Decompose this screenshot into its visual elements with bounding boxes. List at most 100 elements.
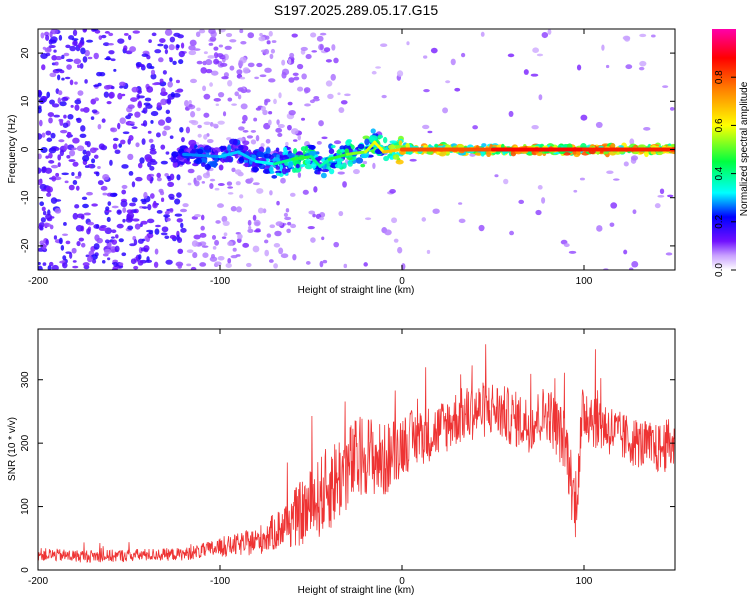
- heatmap-cell: [209, 36, 217, 42]
- heatmap-cell: [61, 54, 65, 60]
- spectrogram-ytick-label: -10: [20, 190, 31, 205]
- heatmap-cell: [297, 63, 304, 70]
- heatmap-cell: [65, 240, 71, 245]
- heatmap-cell: [252, 214, 257, 221]
- heatmap-cell: [131, 126, 138, 130]
- heatmap-cell: [48, 117, 53, 124]
- heatmap-cell: [91, 259, 97, 264]
- heatmap-cell: [176, 192, 182, 198]
- heatmap-cell: [160, 160, 168, 165]
- heatmap-cell: [241, 121, 246, 124]
- heatmap-cell: [157, 43, 164, 47]
- heatmap-cell: [319, 44, 324, 51]
- heatmap-cell: [637, 144, 646, 149]
- heatmap-cell: [150, 143, 155, 150]
- heatmap-cell: [211, 123, 219, 127]
- heatmap-cell: [204, 149, 212, 153]
- heatmap-cell: [209, 178, 216, 182]
- heatmap-cell: [363, 262, 368, 267]
- heatmap-cell: [47, 265, 52, 270]
- heatmap-cell: [75, 225, 84, 232]
- heatmap-cell: [57, 74, 61, 81]
- heatmap-cell: [42, 210, 47, 216]
- heatmap-cell: [198, 29, 206, 34]
- heatmap-cell: [137, 101, 143, 109]
- heatmap-cell: [266, 233, 272, 238]
- heatmap-cell: [255, 107, 262, 111]
- heatmap-cell: [60, 244, 65, 251]
- ridge-line: [182, 140, 675, 168]
- heatmap-cell: [44, 47, 52, 53]
- heatmap-cell: [334, 163, 343, 169]
- heatmap-cell: [213, 52, 219, 59]
- heatmap-cell: [71, 172, 75, 177]
- heatmap-cell: [194, 214, 201, 218]
- heatmap-cell: [86, 39, 94, 43]
- heatmap-cell: [79, 63, 84, 69]
- heatmap-cell: [39, 201, 45, 207]
- heatmap-cell: [206, 170, 210, 176]
- heatmap-cell: [121, 252, 127, 257]
- heatmap-cell: [100, 225, 107, 229]
- heatmap-cell: [162, 91, 168, 96]
- heatmap-cell: [177, 248, 184, 254]
- heatmap-cell: [269, 190, 273, 196]
- heatmap-cell: [629, 267, 634, 270]
- heatmap-cell: [258, 163, 266, 170]
- heatmap-cell: [60, 129, 68, 134]
- heatmap-cell: [331, 44, 336, 51]
- heatmap-cell: [393, 238, 399, 243]
- heatmap-cell: [188, 103, 193, 108]
- heatmap-cell: [49, 224, 54, 230]
- heatmap-cell: [630, 155, 639, 161]
- heatmap-cell: [579, 177, 585, 181]
- heatmap-cell: [427, 130, 433, 134]
- heatmap-cell: [116, 209, 122, 215]
- snr-xlabel: Height of straight line (km): [298, 585, 415, 596]
- heatmap-cell: [172, 151, 177, 159]
- heatmap-cell: [72, 265, 79, 269]
- heatmap-cell: [239, 29, 244, 34]
- heatmap-cell: [208, 29, 216, 35]
- heatmap-cell: [340, 100, 348, 105]
- heatmap-cell: [347, 161, 353, 167]
- heatmap-cell: [276, 172, 281, 176]
- heatmap-cell: [122, 131, 130, 135]
- heatmap-cell: [508, 110, 514, 118]
- heatmap-cell: [328, 168, 335, 175]
- colorbar-tick-label: 0.6: [714, 118, 725, 132]
- heatmap-cell: [301, 117, 306, 121]
- snr-panel: -200 -100 0 100 0 100 200 300 Height of straig…: [7, 328, 676, 596]
- heatmap-cell: [181, 136, 185, 143]
- heatmap-cell: [278, 164, 284, 172]
- heatmap-cell: [269, 166, 274, 173]
- heatmap-cell: [321, 136, 328, 140]
- heatmap-cell: [132, 218, 140, 222]
- heatmap-cell: [654, 203, 661, 209]
- heatmap-cell: [280, 177, 286, 184]
- heatmap-cell: [226, 181, 233, 186]
- spectrogram-xtick-label: 100: [576, 276, 593, 287]
- heatmap-cell: [169, 207, 174, 213]
- heatmap-cell: [59, 149, 65, 157]
- heatmap-cell: [137, 89, 142, 94]
- heatmap-cell: [196, 107, 201, 112]
- heatmap-cell: [41, 243, 47, 251]
- heatmap-cell: [93, 52, 99, 60]
- heatmap-cell: [395, 159, 404, 165]
- heatmap-cell: [509, 230, 515, 236]
- heatmap-cell: [146, 174, 152, 181]
- heatmap-cell: [166, 175, 171, 180]
- heatmap-cell: [657, 194, 665, 198]
- heatmap-cell: [237, 157, 245, 162]
- heatmap-cell: [130, 258, 137, 265]
- heatmap-cell: [288, 161, 294, 168]
- heatmap-cell: [201, 162, 206, 168]
- heatmap-cell: [156, 102, 162, 109]
- heatmap-cell: [352, 168, 360, 175]
- heatmap-cell: [163, 125, 171, 131]
- heatmap-cell: [104, 239, 110, 244]
- heatmap-cell: [74, 99, 82, 105]
- heatmap-cell: [432, 208, 440, 214]
- heatmap-cell: [430, 47, 438, 54]
